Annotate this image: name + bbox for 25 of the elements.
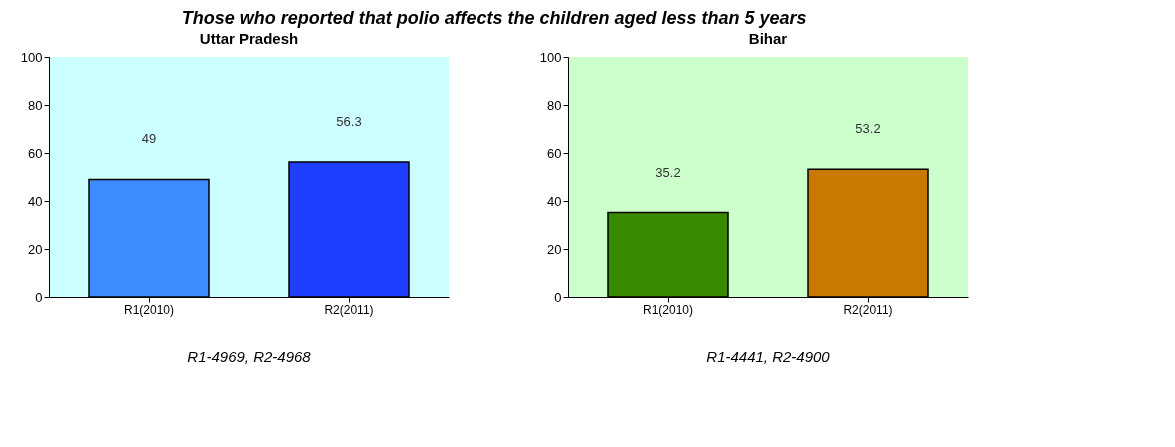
y-tick-label: 40 <box>28 193 43 209</box>
x-tick-label: R2(2011) <box>324 302 374 317</box>
y-tick-label: 60 <box>28 145 43 161</box>
y-tick-label: 0 <box>35 289 43 305</box>
y-tick-label: 80 <box>28 97 43 113</box>
y-tick-label: 20 <box>28 241 43 257</box>
data-label: 56.3 <box>336 113 362 129</box>
y-tick-label: 20 <box>547 241 562 257</box>
x-tick-label: R1(2010) <box>123 302 175 317</box>
y-tick-label: 60 <box>547 145 562 161</box>
y-tick-label: 0 <box>554 289 562 305</box>
y-tick-label: 80 <box>547 97 562 113</box>
data-label: 53.2 <box>855 121 881 137</box>
chart-title: Bihar <box>748 30 788 47</box>
text: R1-4969, R2-4968 <box>187 348 312 365</box>
y-tick-label: 100 <box>20 49 43 65</box>
x-tick-label: R1(2010) <box>642 302 694 317</box>
data-label: 49 <box>141 131 157 147</box>
y-tick-label: 100 <box>539 49 562 65</box>
x-tick-label: R2(2011) <box>843 302 893 317</box>
text: Those who reported that polio affects the children aged less than 5 years <box>181 8 807 28</box>
chart-title: Uttar Pradesh <box>199 30 299 47</box>
text: R1-4441, R2-4900 <box>706 348 831 365</box>
y-tick-label: 40 <box>547 193 562 209</box>
data-label: 35.2 <box>655 164 681 180</box>
